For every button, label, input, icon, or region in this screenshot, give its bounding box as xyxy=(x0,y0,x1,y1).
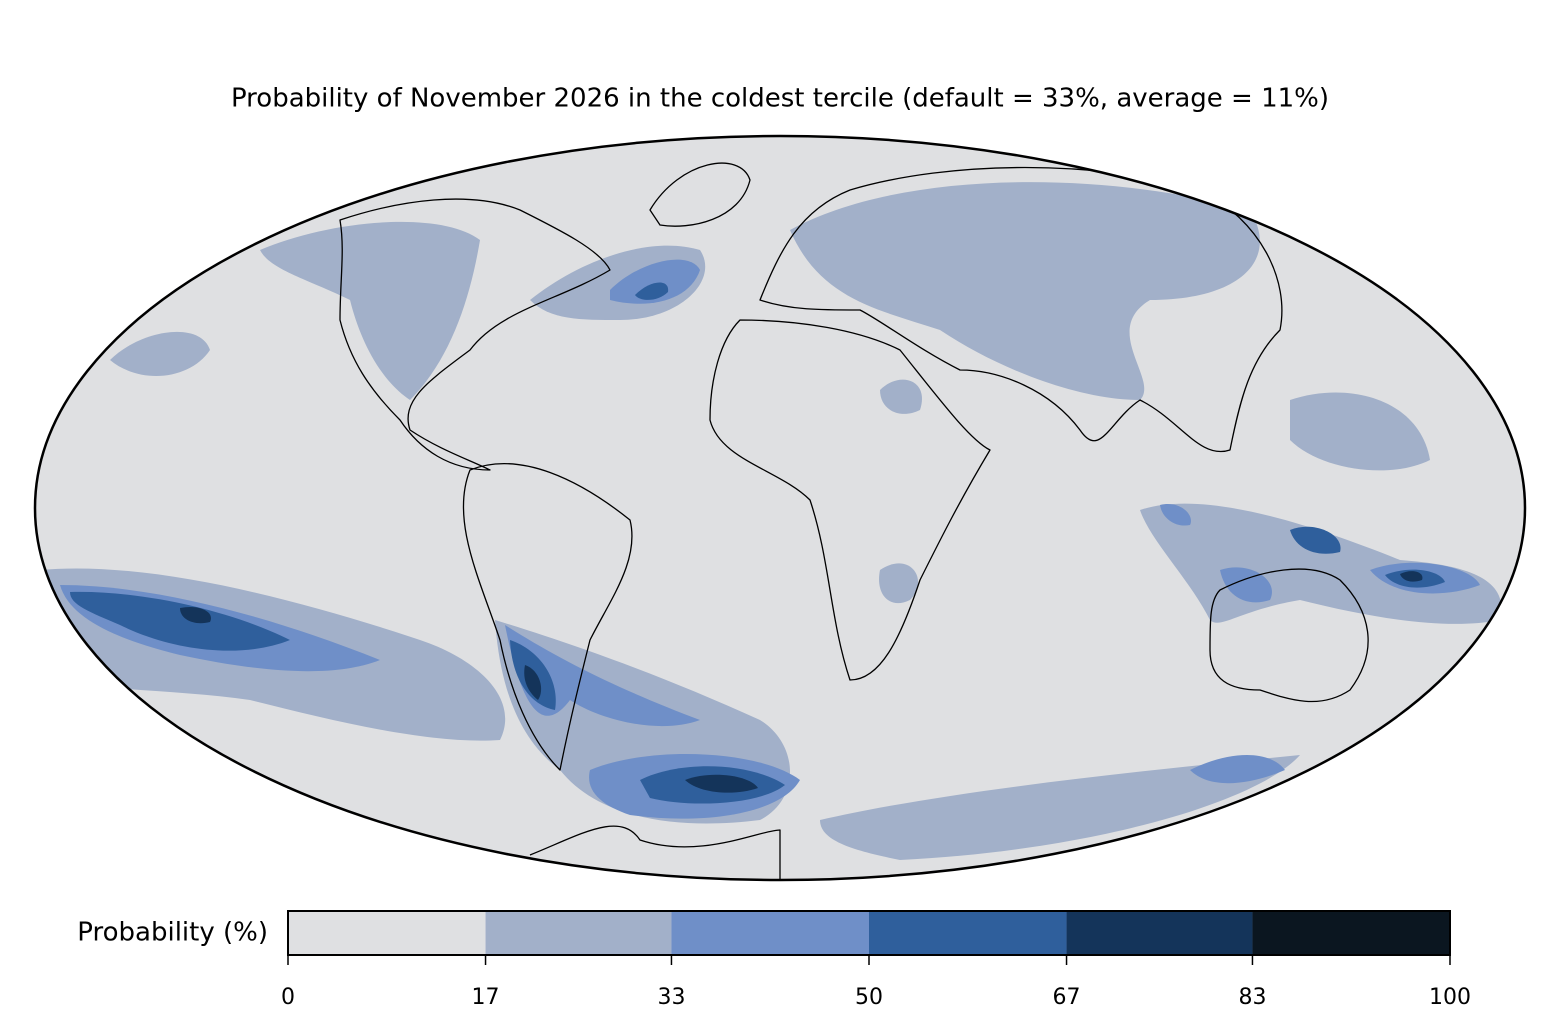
probability-area xyxy=(1290,526,1341,554)
probability-area xyxy=(70,591,290,651)
colorbar-segment xyxy=(1066,911,1253,955)
coastline xyxy=(759,166,1283,453)
colorbar-tick-label: 17 xyxy=(472,985,500,1010)
colorbar: 0 17 33 50 67 83 100 xyxy=(281,910,1471,1010)
probability-area xyxy=(1290,392,1430,471)
coastline xyxy=(529,825,781,880)
colorbar-tick-label: 0 xyxy=(281,985,295,1010)
probability-area xyxy=(524,665,542,700)
probability-area xyxy=(1160,504,1191,526)
map-title: Probability of November 2026 in the cold… xyxy=(231,84,1329,114)
probability-area xyxy=(879,563,919,604)
probability-area xyxy=(880,379,922,414)
colorbar-tick-label: 67 xyxy=(1053,985,1081,1010)
probability-area xyxy=(685,774,758,793)
colorbar-segment xyxy=(671,911,869,955)
coastline xyxy=(339,198,611,471)
probability-area xyxy=(820,755,1300,860)
probability-area xyxy=(1400,571,1423,582)
coastline xyxy=(462,462,633,771)
map-border xyxy=(33,134,1527,882)
coastline xyxy=(709,319,991,681)
probability-area xyxy=(1190,755,1285,784)
colorbar-tick-label: 83 xyxy=(1238,985,1266,1010)
coastline xyxy=(1209,568,1369,703)
colorbar-tick-label: 50 xyxy=(855,985,883,1010)
probability-area xyxy=(610,259,700,304)
probability-area xyxy=(790,182,1260,400)
colorbar-segment xyxy=(1252,911,1450,955)
probability-area xyxy=(1140,503,1502,624)
colorbar-tick-label: 100 xyxy=(1429,985,1471,1010)
probability-area xyxy=(110,331,210,377)
colorbar-segment xyxy=(288,911,486,955)
probability-area xyxy=(635,282,669,300)
colorbar-segment xyxy=(869,911,1067,955)
colorbar-label: Probability (%) xyxy=(77,918,268,948)
colorbar-segment xyxy=(485,911,672,955)
map xyxy=(35,136,1525,880)
probability-area xyxy=(260,221,480,400)
probability-area xyxy=(1220,567,1272,603)
colorbar-tick-label: 33 xyxy=(657,985,685,1010)
coastline xyxy=(649,162,751,227)
probability-area xyxy=(180,606,211,624)
